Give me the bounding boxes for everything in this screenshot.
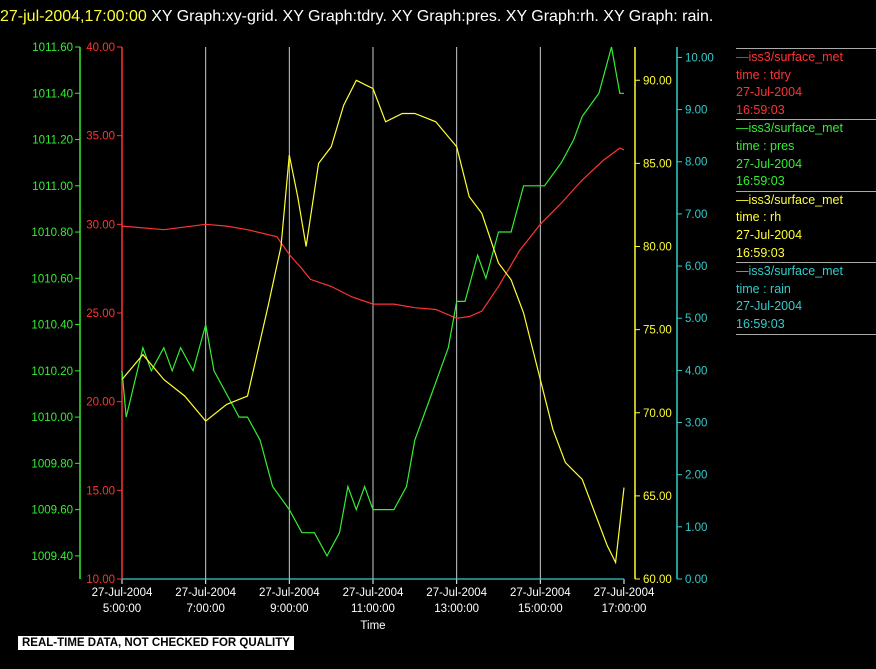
rain-tick-label: 0.00 [685, 574, 707, 586]
rain-tick-label: 7.00 [685, 209, 707, 221]
pres-tick-label: 1009.40 [31, 551, 73, 563]
rh-tick-label: 70.00 [643, 408, 672, 420]
legend-line: —iss3/surface_met [736, 264, 843, 279]
rain-tick-label: 10.00 [685, 52, 714, 64]
legend-var: time : tdry [736, 67, 791, 82]
pres-tick-label: 1010.00 [31, 412, 73, 424]
tdry-tick-label: 25.00 [86, 308, 115, 320]
rain-tick-label: 9.00 [685, 105, 707, 117]
series-rh-line [121, 79, 625, 565]
legend: —iss3/surface_met time : tdry 27-Jul-200… [736, 48, 876, 335]
tdry-tick-label: 10.00 [86, 574, 115, 586]
x-tick-time: 17:00:00 [602, 603, 647, 615]
rain-tick-label: 3.00 [685, 418, 707, 430]
legend-var: time : rain [736, 281, 791, 296]
rh-tick-label: 75.00 [643, 325, 672, 337]
tdry-tick-label: 40.00 [86, 42, 115, 54]
legend-line: —iss3/surface_met [736, 121, 843, 136]
rain-tick-label: 2.00 [685, 470, 707, 482]
x-tick-time: 11:00:00 [351, 603, 395, 615]
legend-date: 27-Jul-2004 [736, 227, 803, 242]
pres-tick-label: 1011.00 [32, 181, 73, 193]
x-tick-date: 27-Jul-2004 [92, 587, 153, 599]
tdry-tick-label: 15.00 [86, 485, 115, 497]
rh-tick-label: 65.00 [643, 491, 672, 503]
series-tdry-line [121, 147, 625, 319]
chart-title: 27-jul-2004,17:00:00 XY Graph:xy-grid. X… [0, 2, 870, 32]
x-tick-time: 9:00:00 [270, 603, 308, 615]
legend-line: —iss3/surface_met [736, 192, 843, 207]
rh-tick-label: 90.00 [643, 75, 672, 87]
rh-tick-label: 80.00 [643, 242, 672, 254]
pres-tick-label: 1011.20 [32, 135, 73, 147]
tdry-tick-label: 20.00 [86, 397, 115, 409]
legend-var: time : rh [736, 210, 782, 225]
legend-time: 16:59:03 [736, 174, 785, 189]
legend-time: 16:59:03 [736, 102, 785, 117]
x-tick-time: 5:00:00 [103, 603, 141, 615]
pres-tick-label: 1010.60 [31, 273, 73, 285]
legend-date: 27-Jul-2004 [736, 85, 803, 100]
pres-tick-label: 1009.60 [31, 505, 73, 517]
x-tick-date: 27-Jul-2004 [175, 587, 236, 599]
x-tick-date: 27-Jul-2004 [510, 587, 571, 599]
legend-time: 16:59:03 [736, 316, 785, 331]
legend-entry-tdry: —iss3/surface_met time : tdry 27-Jul-200… [736, 48, 876, 119]
title-text: XY Graph:xy-grid. XY Graph:tdry. XY Grap… [151, 8, 714, 25]
quality-disclaimer: REAL-TIME DATA, NOT CHECKED FOR QUALITY [18, 636, 294, 650]
rain-tick-label: 6.00 [685, 261, 707, 273]
x-axis-label: Time [360, 620, 385, 632]
rh-tick-label: 60.00 [643, 574, 672, 586]
x-tick-date: 27-Jul-2004 [343, 587, 404, 599]
rain-tick-label: 8.00 [685, 157, 707, 169]
x-tick-time: 15:00:00 [518, 603, 563, 615]
pres-tick-label: 1010.20 [31, 366, 73, 378]
legend-entry-pres: —iss3/surface_met time : pres 27-Jul-200… [736, 119, 876, 190]
legend-line: —iss3/surface_met [736, 50, 843, 64]
rain-tick-label: 1.00 [685, 522, 707, 534]
rain-tick-label: 4.00 [685, 365, 707, 377]
title-date: 27-jul-2004,17:00:00 [0, 8, 147, 25]
legend-time: 16:59:03 [736, 245, 785, 260]
pres-tick-label: 1010.40 [31, 320, 73, 332]
x-tick-date: 27-Jul-2004 [594, 587, 655, 599]
pres-tick-label: 1011.40 [32, 88, 73, 100]
rh-tick-label: 85.00 [643, 158, 672, 170]
series-pres-line [121, 46, 624, 558]
x-tick-date: 27-Jul-2004 [259, 587, 320, 599]
legend-date: 27-Jul-2004 [736, 156, 803, 171]
tdry-tick-label: 35.00 [86, 131, 115, 143]
legend-var: time : pres [736, 138, 795, 153]
legend-entry-rain: —iss3/surface_met time : rain 27-Jul-200… [736, 262, 876, 335]
x-tick-time: 13:00:00 [434, 603, 479, 615]
legend-entry-rh: —iss3/surface_met time : rh 27-Jul-2004 … [736, 190, 876, 262]
x-tick-date: 27-Jul-2004 [426, 587, 487, 599]
pres-tick-label: 1010.80 [31, 227, 73, 239]
rain-tick-label: 5.00 [685, 313, 707, 325]
pres-tick-label: 1011.60 [32, 42, 73, 54]
x-tick-time: 7:00:00 [186, 603, 224, 615]
pres-tick-label: 1009.80 [31, 458, 73, 470]
tdry-tick-label: 30.00 [86, 219, 115, 231]
legend-date: 27-Jul-2004 [736, 299, 803, 314]
